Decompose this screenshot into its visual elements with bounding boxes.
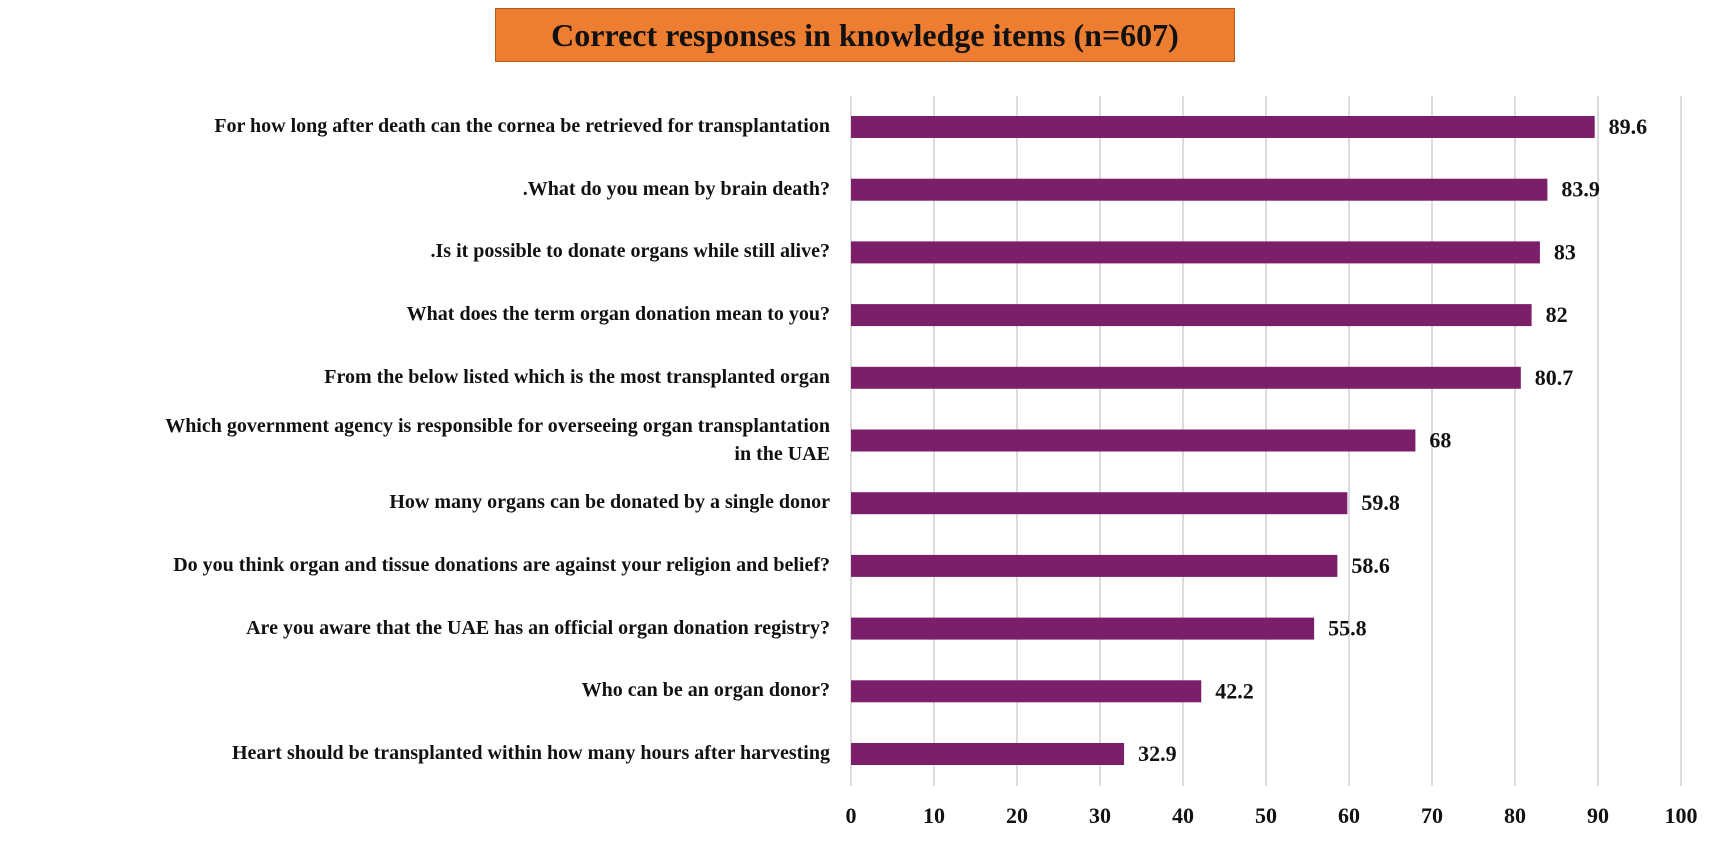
bar <box>851 366 1521 389</box>
bar <box>851 680 1202 703</box>
value-label: 59.8 <box>1361 490 1400 515</box>
value-label: 83 <box>1554 239 1576 264</box>
y-tick-label: From the below listed which is the most … <box>324 365 830 388</box>
bar <box>851 178 1548 201</box>
x-tick-label: 50 <box>1255 803 1277 828</box>
y-tick-label: .What do you mean by brain death? <box>522 177 830 200</box>
bar <box>851 429 1416 452</box>
x-tick-label: 40 <box>1172 803 1194 828</box>
y-tick-label: Are you aware that the UAE has an offici… <box>246 616 830 639</box>
x-tick-label: 30 <box>1089 803 1111 828</box>
x-tick-label: 70 <box>1421 803 1443 828</box>
value-label: 80.7 <box>1535 365 1574 390</box>
x-tick-label: 80 <box>1504 803 1526 828</box>
x-tick-label: 60 <box>1338 803 1360 828</box>
y-tick-label: .Is it possible to donate organs while s… <box>430 240 830 263</box>
value-label: 89.6 <box>1609 114 1648 139</box>
bar <box>851 617 1315 640</box>
y-tick-label: Heart should be transplanted within how … <box>231 742 830 764</box>
value-label: 58.6 <box>1351 553 1390 578</box>
y-tick-label: Who can be an organ donor? <box>581 679 830 702</box>
x-tick-label: 100 <box>1665 803 1698 828</box>
x-tick-label: 90 <box>1587 803 1609 828</box>
bar <box>851 241 1540 264</box>
value-label: 83.9 <box>1561 177 1600 202</box>
value-label: 82 <box>1546 302 1568 327</box>
y-tick-label: What does the term organ donation mean t… <box>406 303 830 326</box>
value-label: 32.9 <box>1138 741 1177 766</box>
bar <box>851 492 1348 515</box>
x-tick-label: 10 <box>923 803 945 828</box>
y-tick-label: Do you think organ and tissue donations … <box>173 553 830 576</box>
bar <box>851 743 1125 765</box>
bar <box>851 554 1338 577</box>
y-tick-label: How many organs can be donated by a sing… <box>389 491 830 514</box>
value-label: 68 <box>1429 428 1451 453</box>
x-tick-label: 0 <box>846 803 857 828</box>
value-label: 42.2 <box>1215 678 1254 703</box>
y-tick-label: For how long after death can the cornea … <box>214 115 830 137</box>
bar <box>851 304 1532 327</box>
y-tick-label: Which government agency is responsible f… <box>165 414 830 465</box>
value-label: 55.8 <box>1328 616 1367 641</box>
x-tick-label: 20 <box>1006 803 1028 828</box>
bar <box>851 116 1595 138</box>
chart-title: Correct responses in knowledge items (n=… <box>495 8 1235 62</box>
